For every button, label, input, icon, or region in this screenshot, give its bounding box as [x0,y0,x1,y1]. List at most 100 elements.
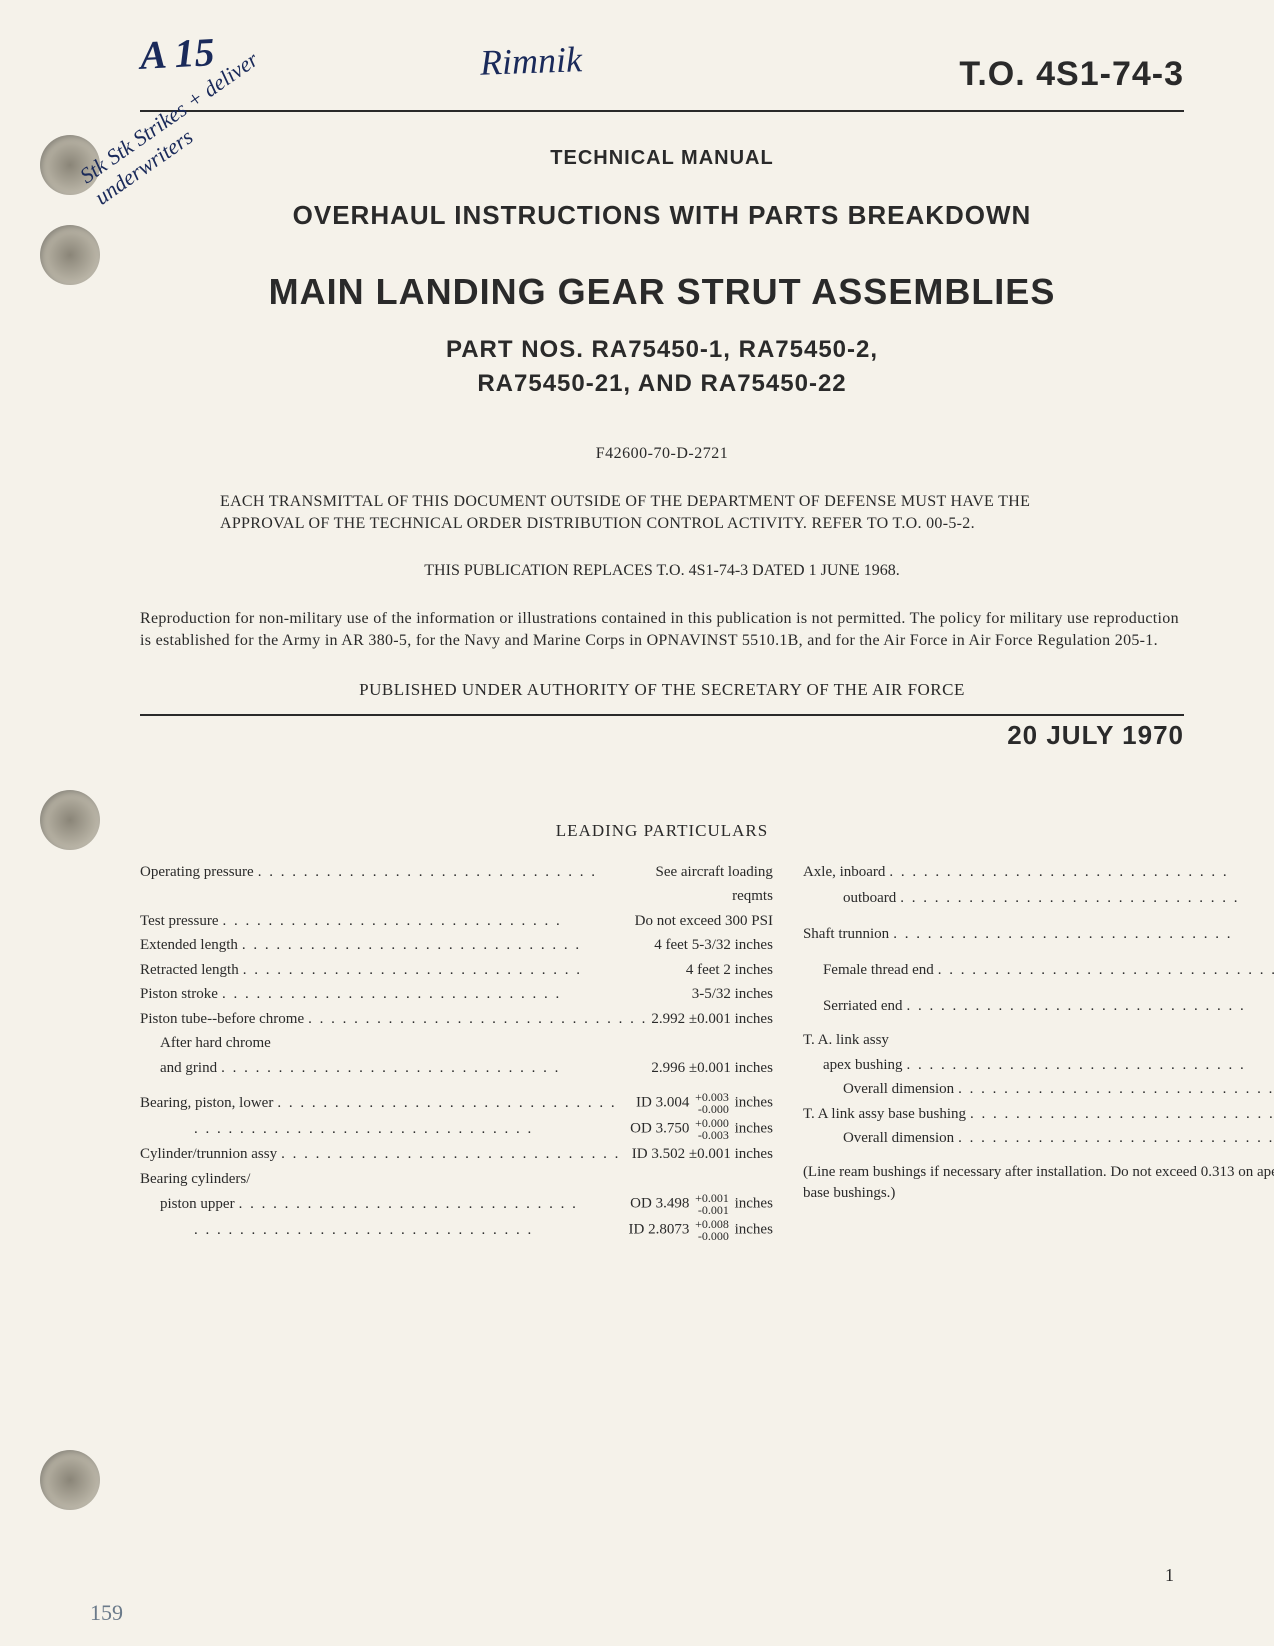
spec-label: Bearing cylinders/ [140,1168,250,1191]
technical-order-number: T.O. 4S1-74-3 [959,55,1184,94]
punch-hole [40,225,100,285]
spec-row: Piston tube--before chrome 2.992 ±0.001 i… [140,1008,773,1031]
spec-value: ID 3.502 ±0.001 inches [632,1143,773,1166]
spec-label: Extended length [140,934,238,957]
leader-dots [893,923,1274,946]
leader-dots [243,959,682,982]
spec-value: See aircraft loading [655,861,772,884]
spec-row: Retracted length 4 feet 2 inches [140,959,773,982]
spec-value: ID 2.8073 +0.008-0.000 inches [629,1218,773,1242]
spec-row: Bearing, piston, lower ID 3.004 +0.003-0.… [140,1091,773,1115]
spec-label: outboard [843,887,896,910]
leader-dots [889,861,1274,884]
leader-dots [258,861,652,884]
leader-dots [907,995,1274,1018]
spec-row: Female thread endID 1.6832 +0.008-0.000 … [803,959,1274,983]
spec-label: Operating pressure [140,861,254,884]
spec-label: Axle, inboard [803,861,885,884]
particulars-right-column: Axle, inboard1.500 +0.001-0.002 inchesou… [803,861,1274,1245]
title-block: TECHNICAL MANUAL OVERHAUL INSTRUCTIONS W… [140,147,1184,463]
spec-label: Test pressure [140,910,219,933]
leader-dots [194,1219,625,1242]
spec-label: and grind [160,1057,217,1080]
handwritten-note-a15: A 15 [139,28,216,79]
spec-row: After hard chrome [140,1032,773,1055]
main-title: MAIN LANDING GEAR STRUT ASSEMBLIES [140,271,1184,313]
handwritten-bottom: 159 [90,1600,123,1626]
spec-row: Shaft trunnionOD 1.9945 +0.008-0.000 inc… [803,923,1274,947]
leader-dots [239,1193,627,1216]
leader-dots [222,983,688,1006]
spec-row: Test pressure Do not exceed 300 PSI [140,910,773,933]
spec-label: Serriated end [823,995,903,1018]
leader-dots [958,1127,1274,1150]
contract-number: F42600-70-D-2721 [140,445,1184,463]
leader-dots [194,1118,626,1141]
spec-row: ID 2.8073 +0.008-0.000 inches [140,1218,773,1242]
spec-row: Operating pressure See aircraft loading [140,861,773,884]
spec-value: 2.996 ±0.001 inches [651,1057,773,1080]
subtitle-overhaul: OVERHAUL INSTRUCTIONS WITH PARTS BREAKDO… [140,200,1184,231]
spec-row: T. A link assy base bushingID 0.750 ±0.0… [803,1103,1274,1126]
spec-label: piston upper [160,1193,235,1216]
spec-label: Shaft trunnion [803,923,889,946]
spec-row: Axle, inboard1.500 +0.001-0.002 inches [803,861,1274,885]
leader-dots [938,959,1274,982]
spec-label: T. A link assy base bushing [803,1103,966,1126]
authority-line: PUBLISHED UNDER AUTHORITY OF THE SECRETA… [140,680,1184,700]
leader-dots [907,1054,1274,1077]
spec-row: Overall dimension3.247 ±0.001 [803,1127,1274,1150]
spec-row: apex bushingID 0.3125 ±0.005 [803,1054,1274,1077]
replaces-notice: THIS PUBLICATION REPLACES T.O. 4S1-74-3 … [140,562,1184,580]
particulars-note: (Line ream bushings if necessary after i… [803,1162,1274,1204]
spec-row: Bearing cylinders/ [140,1168,773,1191]
punch-hole [40,1450,100,1510]
part-numbers-line2: RA75450-21, AND RA75450-22 [140,367,1184,401]
transmittal-notice: EACH TRANSMITTAL OF THIS DOCUMENT OUTSID… [140,491,1184,534]
header-rule [140,110,1184,112]
leader-dots [221,1057,647,1080]
leader-dots [900,887,1274,910]
page-number: 1 [1165,1565,1174,1586]
spec-label: Cylinder/trunnion assy [140,1143,277,1166]
mid-rule [140,714,1184,716]
spec-value: OD 3.498 +0.001-0.001 inches [630,1192,773,1216]
spec-label: Piston stroke [140,983,218,1006]
spec-row: Cylinder/trunnion assy ID 3.502 ±0.001 in… [140,1143,773,1166]
leader-dots [223,910,631,933]
leader-dots [958,1078,1274,1101]
spec-row: Overall dimension0.740 Min, 0.758 Max [803,1078,1274,1101]
spec-label: Bearing, piston, lower [140,1092,273,1115]
spec-value: 3-5/32 inches [692,983,773,1006]
spec-value: Do not exceed 300 PSI [635,910,773,933]
leader-dots [970,1103,1274,1126]
leader-dots [277,1092,632,1115]
leading-particulars-heading: LEADING PARTICULARS [140,821,1184,841]
leader-dots [242,934,650,957]
spec-value: ID 3.004 +0.003-0.000 inches [636,1091,773,1115]
spec-label: After hard chrome [160,1032,271,1055]
spec-row: T. A. link assy [803,1029,1274,1052]
spec-label: Retracted length [140,959,239,982]
spec-value: 4 feet 2 inches [686,959,773,982]
handwritten-note-rimnik: Rimnik [479,38,582,84]
spec-value: 2.992 ±0.001 inches [651,1008,773,1031]
spec-row: and grind 2.996 ±0.001 inches [140,1057,773,1080]
spec-row: Piston stroke 3-5/32 inches [140,983,773,1006]
reproduction-notice: Reproduction for non-military use of the… [140,608,1184,651]
spec-row: Extended length4 feet 5-3/32 inches [140,934,773,957]
publication-date: 20 JULY 1970 [140,720,1184,751]
spec-row: Serriated endID 1.375 ±0.010 inches [803,995,1274,1018]
spec-value: OD 3.750 +0.000-0.003 inches [630,1117,773,1141]
technical-manual-label: TECHNICAL MANUAL [140,147,1184,170]
spec-label: Piston tube--before chrome [140,1008,304,1031]
leader-dots [308,1008,647,1031]
spec-row: outboard0.997 +0.000-0.002 inches [803,887,1274,911]
spec-label: apex bushing [823,1054,903,1077]
spec-value-sub: reqmts [732,885,773,908]
spec-label: Overall dimension [843,1078,954,1101]
spec-label: Female thread end [823,959,934,982]
particulars-left-column: Operating pressure See aircraft loadingre… [140,861,773,1245]
leader-dots [281,1143,628,1166]
spec-row: OD 3.750 +0.000-0.003 inches [140,1117,773,1141]
